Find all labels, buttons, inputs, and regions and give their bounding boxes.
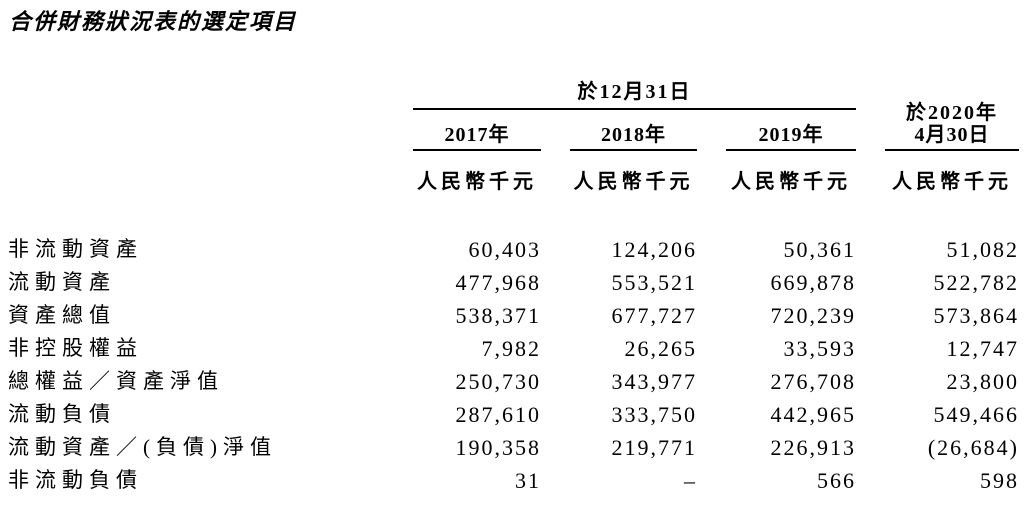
value-2019: 442,965: [770, 402, 856, 427]
table-row-non-current-assets: 非流動資產 60,403 124,206 50,361 51,082: [0, 233, 1019, 266]
header-spacer-cell: [0, 151, 384, 194]
table-header-unit-row: 人民幣千元 人民幣千元 人民幣千元 人民幣千元: [0, 151, 1019, 194]
value-2019: 566: [817, 468, 856, 493]
unit-label-2018: 人民幣千元: [573, 171, 694, 193]
value-2017: 31: [515, 468, 541, 493]
column-header-2017: 2017年: [413, 107, 541, 151]
row-label: 非流動資產: [8, 237, 143, 261]
value-2020: 573,864: [933, 303, 1019, 328]
value-2019: 33,593: [783, 336, 856, 361]
table-row-current-liabilities: 流動負債 287,610 333,750 442,965 549,466: [0, 398, 1019, 431]
value-2018: 333,750: [611, 402, 697, 427]
table-row-net-current-assets-liabilities: 流動資產／(負債)淨值 190,358 219,771 226,913 (26,…: [0, 431, 1019, 464]
value-2020: 12,747: [946, 336, 1019, 361]
value-2018: 677,727: [611, 303, 697, 328]
row-label: 總權益／資產淨值: [8, 369, 224, 393]
header-spacer-cell: [0, 107, 384, 151]
value-2020: 598: [980, 468, 1019, 493]
column-header-2020-line2: 4月30日: [885, 107, 1019, 151]
page-title: 合併財務狀況表的選定項目: [9, 9, 298, 34]
value-2019: 226,913: [770, 435, 856, 460]
value-2018: 124,206: [611, 237, 697, 262]
table-row-non-current-liabilities: 非流動負債 31 – 566 598: [0, 464, 1019, 497]
unit-label-2019: 人民幣千元: [731, 171, 851, 193]
row-label: 流動負債: [8, 402, 116, 426]
unit-label-2020: 人民幣千元: [892, 171, 1012, 193]
value-2017: 477,968: [455, 270, 541, 295]
table-row-current-assets: 流動資產 477,968 553,521 669,878 522,782: [0, 266, 1019, 299]
table-header-year-row: 2017年 2018年 2019年 4月30日: [0, 107, 1019, 151]
value-2020: 522,782: [933, 270, 1019, 295]
value-2017: 287,610: [455, 402, 541, 427]
financial-position-table: 於12月31日 於2020年 2017年 2018年 2019年 4月30日 人…: [0, 75, 1019, 497]
column-header-2018: 2018年: [570, 107, 697, 151]
value-2018: 343,977: [611, 369, 697, 394]
value-2017: 60,403: [468, 237, 541, 262]
value-2017: 250,730: [455, 369, 541, 394]
value-2018: 26,265: [624, 336, 697, 361]
table-header-group-row: 於12月31日 於2020年: [0, 75, 1019, 124]
row-label: 資產總值: [8, 303, 116, 327]
group-header-as-at-dec31: 於12月31日: [413, 75, 856, 110]
value-2019: 50,361: [783, 237, 856, 262]
header-2020-label: 於2020年: [906, 102, 998, 124]
column-header-2019: 2019年: [726, 107, 856, 151]
value-2017: 190,358: [455, 435, 541, 460]
header-spacer-cell: [0, 75, 384, 110]
unit-label-2017: 人民幣千元: [417, 171, 537, 193]
value-2020: 51,082: [946, 237, 1019, 262]
value-2018: –: [684, 468, 697, 493]
row-label: 流動資產: [8, 270, 116, 294]
table-row-non-controlling-interests: 非控股權益 7,982 26,265 33,593 12,747: [0, 332, 1019, 365]
value-2019: 276,708: [770, 369, 856, 394]
value-2018: 553,521: [611, 270, 697, 295]
row-label: 非控股權益: [8, 336, 143, 360]
table-row-total-equity-net-assets: 總權益／資產淨值 250,730 343,977 276,708 23,800: [0, 365, 1019, 398]
row-label: 流動資產／(負債)淨值: [8, 435, 277, 459]
value-2019: 720,239: [770, 303, 856, 328]
value-2020: 549,466: [933, 402, 1019, 427]
row-label: 非流動負債: [8, 468, 143, 492]
table-row-total-assets: 資產總值 538,371 677,727 720,239 573,864: [0, 299, 1019, 332]
value-2018: 219,771: [611, 435, 697, 460]
value-2020: 23,800: [946, 369, 1019, 394]
value-2017: 538,371: [455, 303, 541, 328]
group-header-label: 於12月31日: [577, 81, 692, 103]
value-2020: (26,684): [927, 435, 1019, 460]
header-body-gap: [0, 191, 1019, 233]
column-header-2020-line1: 於2020年: [885, 90, 1019, 125]
value-2017: 7,982: [481, 336, 541, 361]
value-2019: 669,878: [770, 270, 856, 295]
